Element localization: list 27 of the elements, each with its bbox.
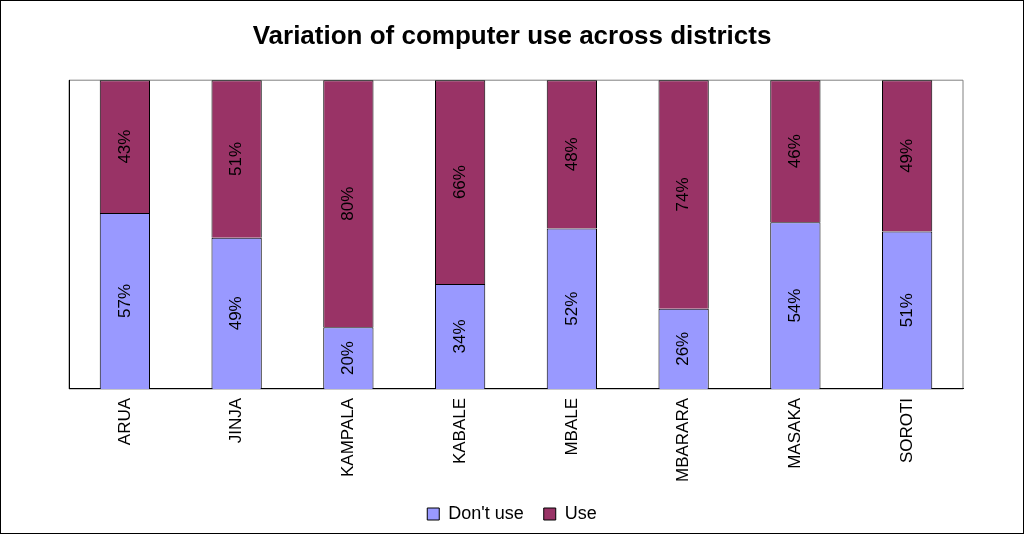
data-label: 26% bbox=[673, 331, 693, 366]
data-label: 74% bbox=[673, 177, 693, 212]
data-label: 51% bbox=[226, 141, 246, 176]
x-tick-label: JINJA bbox=[226, 397, 246, 444]
x-tick-label: ARUA bbox=[114, 397, 134, 446]
data-label: 54% bbox=[785, 288, 805, 323]
data-label: 48% bbox=[561, 137, 581, 172]
x-tick-label: MASAKA bbox=[785, 397, 805, 469]
x-tick-label: MBALE bbox=[561, 397, 581, 456]
x-tick-label: KABALE bbox=[449, 397, 469, 465]
legend-label: Use bbox=[564, 502, 597, 523]
data-label: 49% bbox=[896, 138, 916, 173]
data-label: 34% bbox=[449, 319, 469, 354]
data-label: 52% bbox=[561, 291, 581, 326]
legend-label: Don't use bbox=[448, 502, 524, 523]
data-label: 66% bbox=[449, 165, 469, 200]
data-label: 80% bbox=[338, 186, 358, 221]
data-label: 57% bbox=[114, 283, 134, 318]
data-label: 20% bbox=[338, 341, 358, 376]
chart-title: Variation of computer use across districts bbox=[252, 19, 772, 50]
data-label: 49% bbox=[226, 296, 246, 331]
x-tick-label: KAMPALA bbox=[338, 397, 358, 477]
data-label: 51% bbox=[896, 293, 916, 328]
x-tick-label: SOROTI bbox=[896, 397, 916, 464]
data-label: 46% bbox=[785, 134, 805, 169]
x-tick-label: MBARARA bbox=[673, 397, 693, 483]
data-label: 43% bbox=[114, 129, 134, 164]
